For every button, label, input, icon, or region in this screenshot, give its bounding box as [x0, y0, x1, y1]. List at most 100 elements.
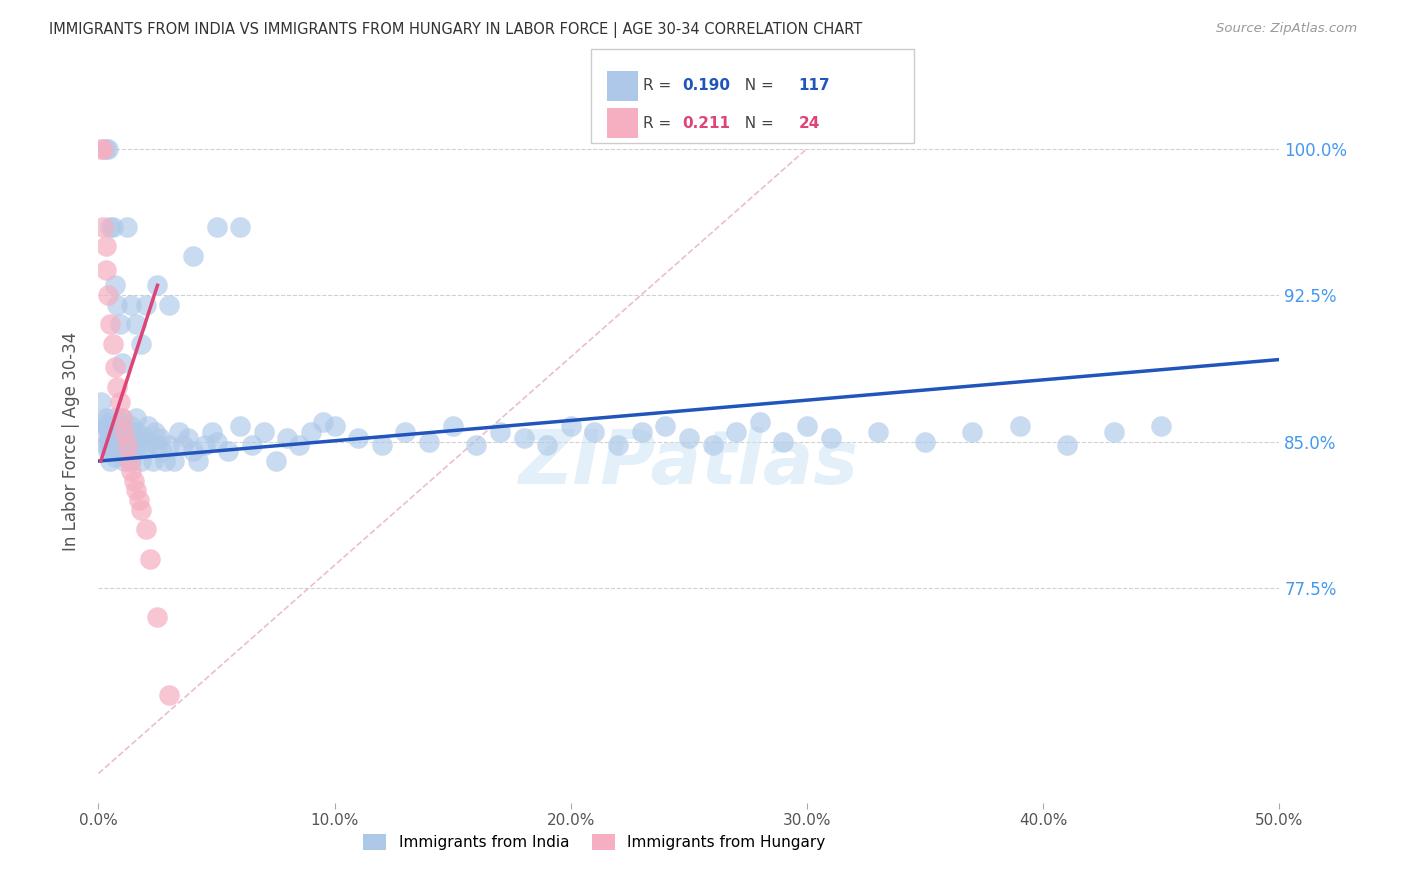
Point	[115, 438, 138, 452]
Text: 0.211: 0.211	[682, 115, 730, 130]
Point	[111, 411, 134, 425]
Point	[181, 249, 204, 263]
Point	[962, 425, 984, 439]
Point	[796, 418, 818, 433]
Point	[101, 337, 124, 351]
Point	[98, 454, 121, 468]
Point	[122, 428, 145, 442]
Point	[125, 483, 148, 498]
Point	[108, 415, 131, 429]
Point	[108, 441, 131, 455]
Point	[146, 610, 169, 624]
Text: N =: N =	[735, 115, 779, 130]
Point	[394, 425, 416, 439]
Point	[1008, 418, 1031, 433]
Point	[1056, 438, 1078, 452]
Point	[172, 438, 194, 452]
Point	[112, 425, 135, 439]
Point	[105, 298, 128, 312]
Point	[135, 298, 157, 312]
Point	[1150, 418, 1173, 433]
Point	[118, 431, 141, 445]
Point	[108, 318, 131, 332]
Point	[90, 142, 112, 156]
Point	[139, 434, 162, 449]
Point	[194, 438, 217, 452]
Point	[136, 418, 159, 433]
Point	[654, 418, 676, 433]
Point	[121, 464, 143, 478]
Point	[772, 434, 794, 449]
Point	[111, 411, 134, 425]
Point	[125, 425, 148, 439]
Point	[101, 441, 124, 455]
Point	[101, 428, 124, 442]
Point	[122, 441, 145, 455]
Point	[201, 425, 224, 439]
Point	[115, 219, 138, 234]
Point	[702, 438, 724, 452]
Point	[583, 425, 606, 439]
Point	[98, 418, 121, 433]
Point	[253, 425, 276, 439]
Point	[105, 418, 128, 433]
Point	[104, 434, 127, 449]
Point	[143, 425, 166, 439]
Point	[94, 239, 117, 253]
Point	[157, 689, 180, 703]
Point	[240, 438, 263, 452]
Text: ZIPatlas: ZIPatlas	[519, 426, 859, 500]
Point	[94, 418, 117, 433]
Point	[129, 337, 152, 351]
Point	[94, 411, 117, 425]
Point	[129, 503, 152, 517]
Point	[149, 431, 172, 445]
Point	[371, 438, 394, 452]
Point	[112, 454, 135, 468]
Point	[347, 431, 370, 445]
Point	[97, 288, 120, 302]
Point	[105, 428, 128, 442]
Point	[115, 438, 138, 452]
Text: N =: N =	[735, 78, 779, 94]
Point	[94, 142, 117, 156]
Point	[820, 431, 842, 445]
Point	[142, 454, 165, 468]
Point	[111, 425, 134, 439]
Point	[125, 411, 148, 425]
Point	[630, 425, 652, 439]
Point	[465, 438, 488, 452]
Point	[97, 142, 120, 156]
Text: R =: R =	[643, 115, 676, 130]
Point	[914, 434, 936, 449]
Point	[105, 438, 128, 452]
Point	[229, 219, 252, 234]
Point	[104, 450, 127, 465]
Point	[125, 318, 148, 332]
Point	[118, 444, 141, 458]
Point	[98, 431, 121, 445]
Point	[560, 418, 582, 433]
Point	[167, 425, 190, 439]
Point	[276, 431, 298, 445]
Point	[312, 415, 335, 429]
Point	[97, 444, 120, 458]
Point	[512, 431, 534, 445]
Point	[441, 418, 464, 433]
Text: 24: 24	[799, 115, 820, 130]
Point	[489, 425, 512, 439]
Point	[229, 418, 252, 433]
Point	[150, 444, 173, 458]
Point	[536, 438, 558, 452]
Point	[98, 219, 121, 234]
Point	[98, 438, 121, 452]
Text: R =: R =	[643, 78, 676, 94]
Point	[187, 454, 209, 468]
Point	[91, 142, 114, 156]
Point	[866, 425, 889, 439]
Point	[135, 441, 157, 455]
Point	[748, 415, 770, 429]
Point	[153, 454, 176, 468]
Point	[157, 438, 180, 452]
Point	[111, 438, 134, 452]
